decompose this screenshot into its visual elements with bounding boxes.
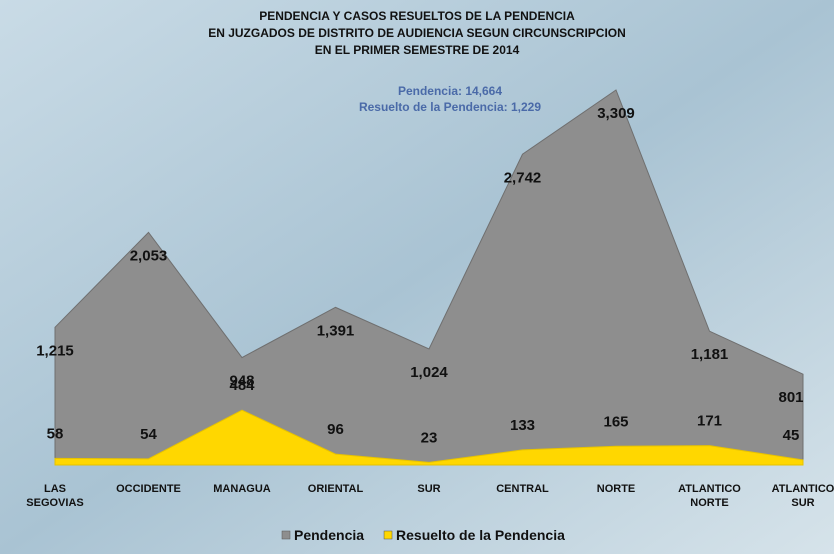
chart-title: EN EL PRIMER SEMESTRE DE 2014	[315, 43, 520, 57]
data-label: 54	[140, 426, 157, 443]
legend-swatch	[281, 530, 291, 540]
data-label: 1,391	[317, 322, 355, 339]
area	[54, 409, 804, 466]
annotation: Resuelto de la Pendencia: 1,229	[359, 100, 541, 114]
data-label: 3,309	[597, 105, 635, 122]
data-label: 165	[603, 413, 628, 430]
data-label: 2,742	[504, 169, 542, 186]
x-tick-label: LAS SEGOVIAS	[26, 483, 83, 509]
data-label: 484	[229, 377, 255, 394]
annotation: Pendencia: 14,664	[398, 84, 502, 98]
x-tick-label: MANAGUA	[213, 483, 270, 495]
area	[54, 89, 804, 466]
x-tick-label: NORTE	[597, 483, 636, 495]
x-tick-label: ATLANTICO NORTE	[678, 483, 741, 509]
data-label: 1,181	[691, 346, 729, 363]
chart-title: PENDENCIA Y CASOS RESUELTOS DE LA PENDEN…	[259, 9, 575, 23]
data-label: 801	[778, 389, 803, 406]
data-label: 58	[47, 425, 64, 442]
data-label: 171	[697, 413, 722, 430]
x-tick-label: CENTRAL	[496, 483, 549, 495]
data-label: 23	[421, 429, 438, 446]
data-label: 2,053	[130, 247, 168, 264]
chart-title: EN JUZGADOS DE DISTRITO DE AUDIENCIA SEG…	[208, 26, 626, 40]
data-label: 1,024	[410, 364, 448, 381]
x-tick-label: OCCIDENTE	[116, 483, 181, 495]
x-tick-label: ORIENTAL	[308, 483, 364, 495]
data-label: 45	[783, 427, 800, 444]
x-tick-label: SUR	[417, 483, 440, 495]
data-label: 1,215	[36, 342, 74, 359]
data-label: 133	[510, 417, 535, 434]
data-label: 96	[327, 421, 344, 438]
legend-swatch	[383, 530, 393, 540]
data-label: 948	[229, 373, 254, 390]
legend-label: Pendencia	[294, 527, 364, 543]
legend-label: Resuelto de la Pendencia	[396, 527, 565, 543]
x-tick-label: ATLANTICO SUR	[772, 483, 834, 509]
